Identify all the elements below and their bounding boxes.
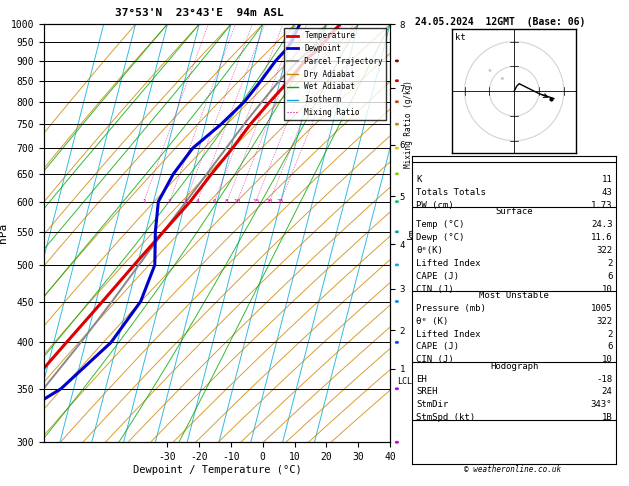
Text: LCL: LCL (397, 377, 412, 386)
Text: 10: 10 (233, 199, 241, 204)
Text: Lifted Index: Lifted Index (416, 259, 481, 268)
X-axis label: Dewpoint / Temperature (°C): Dewpoint / Temperature (°C) (133, 465, 301, 475)
Text: StmSpd (kt): StmSpd (kt) (416, 413, 475, 422)
Text: 8: 8 (225, 199, 229, 204)
Text: 10: 10 (601, 285, 613, 294)
Text: Lifted Index: Lifted Index (416, 330, 481, 339)
Text: Hodograph: Hodograph (490, 362, 538, 371)
Text: 1.73: 1.73 (591, 201, 613, 210)
Text: 322: 322 (596, 317, 613, 326)
Text: Temp (°C): Temp (°C) (416, 220, 464, 229)
Text: CAPE (J): CAPE (J) (416, 272, 459, 281)
Text: 4: 4 (196, 199, 199, 204)
Y-axis label: hPa: hPa (0, 223, 8, 243)
Text: Mixing Ratio (g/kg): Mixing Ratio (g/kg) (404, 80, 413, 168)
Text: 322: 322 (596, 246, 613, 255)
Text: 3: 3 (184, 199, 187, 204)
Text: Surface: Surface (496, 208, 533, 216)
Text: •: • (486, 66, 493, 76)
Text: K: K (416, 175, 421, 184)
Text: -18: -18 (596, 375, 613, 383)
Y-axis label: km
ASL: km ASL (406, 225, 428, 242)
Text: 15: 15 (252, 199, 260, 204)
Text: 20: 20 (265, 199, 273, 204)
Text: CAPE (J): CAPE (J) (416, 343, 459, 351)
Text: 24.05.2024  12GMT  (Base: 06): 24.05.2024 12GMT (Base: 06) (415, 17, 586, 27)
Text: StmDir: StmDir (416, 400, 448, 409)
Text: 2: 2 (607, 330, 613, 339)
Text: 6: 6 (607, 343, 613, 351)
Text: 1: 1 (142, 199, 146, 204)
Text: 6: 6 (607, 272, 613, 281)
Text: EH: EH (416, 375, 427, 383)
Text: Most Unstable: Most Unstable (479, 291, 549, 300)
Text: Dewp (°C): Dewp (°C) (416, 233, 464, 242)
Text: 2: 2 (607, 259, 613, 268)
Text: 11: 11 (601, 175, 613, 184)
Text: 6: 6 (213, 199, 216, 204)
Text: 2: 2 (168, 199, 172, 204)
Text: 37°53'N  23°43'E  94m ASL: 37°53'N 23°43'E 94m ASL (115, 8, 284, 18)
Text: Pressure (mb): Pressure (mb) (416, 304, 486, 313)
Text: CIN (J): CIN (J) (416, 355, 454, 364)
Text: •: • (498, 74, 505, 84)
Text: Totals Totals: Totals Totals (416, 188, 486, 197)
Text: 43: 43 (601, 188, 613, 197)
Text: 1005: 1005 (591, 304, 613, 313)
Text: 343°: 343° (591, 400, 613, 409)
Text: 10: 10 (601, 355, 613, 364)
Text: 25: 25 (277, 199, 284, 204)
Text: 24.3: 24.3 (591, 220, 613, 229)
Text: θᵉ (K): θᵉ (K) (416, 317, 448, 326)
Text: θᵉ(K): θᵉ(K) (416, 246, 443, 255)
Text: SREH: SREH (416, 387, 438, 397)
Text: kt: kt (455, 33, 465, 42)
Text: PW (cm): PW (cm) (416, 201, 454, 210)
Text: © weatheronline.co.uk: © weatheronline.co.uk (464, 465, 561, 474)
Text: 11.6: 11.6 (591, 233, 613, 242)
Text: CIN (J): CIN (J) (416, 285, 454, 294)
Legend: Temperature, Dewpoint, Parcel Trajectory, Dry Adiabat, Wet Adiabat, Isotherm, Mi: Temperature, Dewpoint, Parcel Trajectory… (284, 28, 386, 120)
Text: 1B: 1B (601, 413, 613, 422)
Text: 24: 24 (601, 387, 613, 397)
